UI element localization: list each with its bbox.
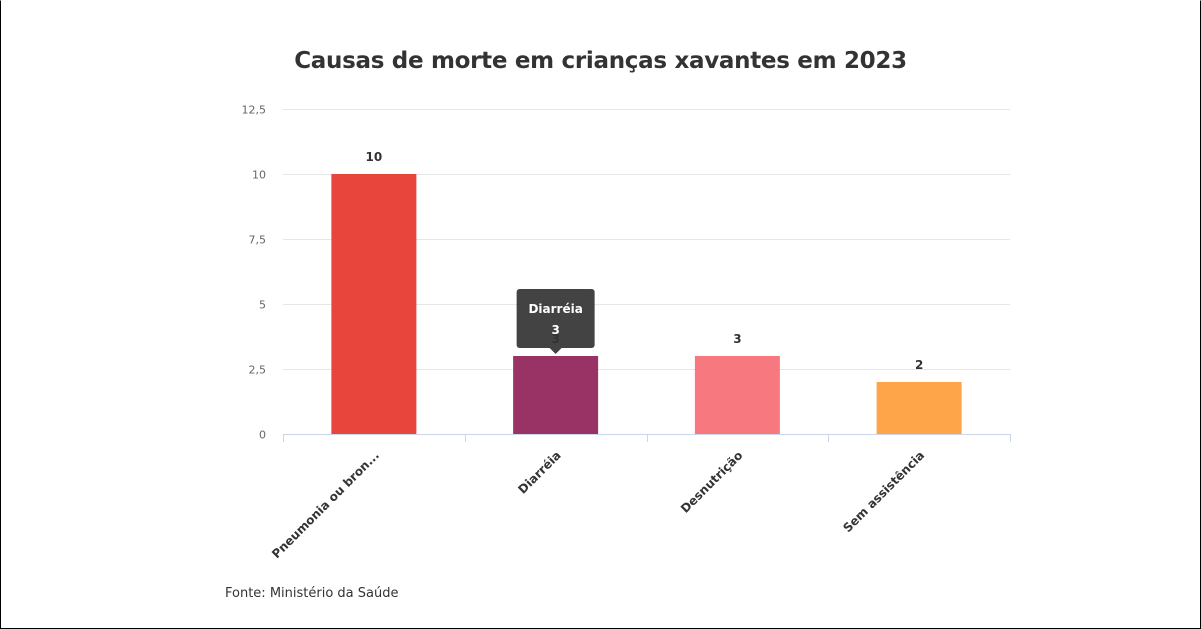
y-tick-label: 2,5 xyxy=(249,364,267,377)
bar[interactable] xyxy=(876,382,962,434)
bar[interactable] xyxy=(694,356,780,434)
bar[interactable] xyxy=(331,174,417,434)
tooltip-pointer xyxy=(549,348,562,354)
x-tick-label: Diarréia xyxy=(515,448,563,496)
y-tick-label: 5 xyxy=(259,299,266,312)
y-tick-label: 0 xyxy=(259,429,266,442)
bar[interactable] xyxy=(513,356,599,434)
tooltip-value: 3 xyxy=(551,323,559,337)
y-tick-label: 7,5 xyxy=(249,234,267,247)
data-label: 3 xyxy=(733,332,741,346)
y-tick-label: 12,5 xyxy=(242,104,267,117)
y-tick-label: 10 xyxy=(252,169,266,182)
data-label: 10 xyxy=(366,150,383,164)
x-tick-label: Desnutrição xyxy=(678,448,746,516)
chart-title: Causas de morte em crianças xavantes em … xyxy=(294,48,907,74)
data-label: 2 xyxy=(915,358,923,372)
tooltip-box xyxy=(516,289,595,348)
x-tick-label: Sem assistência xyxy=(840,448,927,535)
source-note: Fonte: Ministério da Saúde xyxy=(225,586,399,601)
tooltip-category: Diarréia xyxy=(528,302,582,316)
x-tick-label: Pneumonia ou bron... xyxy=(269,448,382,561)
